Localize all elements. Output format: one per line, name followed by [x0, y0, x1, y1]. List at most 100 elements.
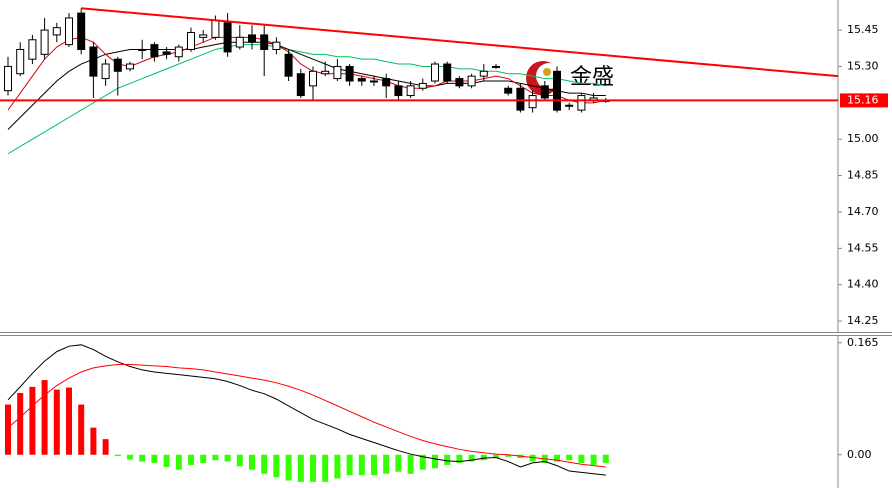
candle-body: [113, 58, 122, 72]
histogram-bar: [590, 454, 597, 465]
y-tick-label: 14.85: [847, 169, 879, 182]
logo-dot: [543, 68, 551, 76]
candle-body: [382, 78, 391, 87]
candle-body: [479, 70, 488, 77]
trendline: [81, 7, 839, 78]
candle-body: [540, 85, 549, 99]
histogram-bar: [127, 454, 133, 460]
histogram-bar: [444, 454, 451, 465]
histogram-bar: [456, 454, 463, 463]
candle-body: [89, 46, 98, 77]
candle-body: [284, 53, 293, 77]
candle-body: [418, 82, 427, 89]
y-tick-label: 14.70: [847, 205, 879, 218]
candle-body: [553, 70, 561, 111]
candle-body: [28, 39, 37, 60]
histogram-bar: [114, 454, 121, 457]
y-tick-label: 14.25: [847, 314, 879, 327]
y-tick-label: 15.00: [847, 132, 879, 145]
y-tick-label: 0.165: [847, 336, 879, 349]
y-tick-label: 14.55: [847, 241, 879, 254]
histogram-bar: [493, 454, 499, 459]
candle-body: [126, 63, 134, 70]
logo: 金盛: [526, 61, 614, 95]
histogram-bar: [322, 454, 329, 482]
y-tick-label: 14.40: [847, 278, 879, 291]
candle-body: [77, 12, 86, 50]
candle-body: [504, 87, 513, 94]
histogram-bar: [383, 454, 390, 474]
candle-body: [211, 19, 220, 38]
histogram-bar: [5, 404, 11, 455]
candle-body: [431, 63, 439, 82]
histogram-bar: [395, 454, 402, 472]
indicator-line: [7, 41, 606, 130]
histogram-bar: [66, 387, 72, 455]
candle-body: [260, 34, 269, 50]
y-tick-label: 0.00: [847, 448, 872, 461]
histogram-bar: [419, 454, 426, 470]
histogram-bar: [358, 454, 365, 476]
candle-body: [187, 31, 195, 50]
candle-body: [248, 34, 256, 43]
histogram-bar: [578, 454, 585, 463]
candle-body: [309, 70, 317, 87]
candle-body: [40, 29, 49, 55]
candle-body: [16, 48, 25, 75]
histogram-bar: [346, 454, 353, 476]
histogram-bar: [480, 454, 487, 461]
price-label-bg: [840, 93, 888, 108]
histogram-bar: [273, 454, 280, 478]
histogram-bar: [432, 454, 438, 469]
indicator-line: [7, 36, 606, 111]
indicator-line: [7, 44, 606, 155]
histogram-bar: [17, 393, 24, 455]
candle-body: [296, 73, 305, 97]
indicator-line: [7, 364, 606, 468]
candle-body: [65, 17, 73, 46]
candle-body: [577, 95, 586, 111]
histogram-bar: [236, 454, 243, 467]
histogram-bar: [529, 454, 536, 462]
histogram-bar: [566, 454, 573, 461]
histogram-bar: [371, 454, 377, 476]
histogram-bar: [29, 386, 36, 455]
candle-body: [52, 27, 61, 36]
candle-body: [162, 51, 171, 55]
candle-body: [223, 22, 232, 53]
candle-body: [235, 36, 244, 48]
candle-body: [333, 65, 342, 80]
candle-body: [357, 78, 366, 82]
candle-body: [138, 48, 147, 51]
candle-body: [516, 87, 525, 111]
candle-body: [321, 70, 330, 75]
candle-body: [199, 34, 208, 38]
histogram-bar: [554, 454, 560, 462]
histogram-bar: [188, 454, 194, 465]
indicator-line: [7, 344, 606, 476]
histogram-bar: [41, 380, 48, 455]
candle-body: [467, 75, 476, 87]
histogram-bar: [212, 454, 219, 461]
histogram-bar: [102, 439, 109, 455]
histogram-bar: [249, 454, 255, 470]
price-label: 15.16: [847, 93, 879, 106]
histogram-bar: [224, 454, 231, 462]
histogram-bar: [90, 427, 97, 455]
candle-body: [455, 78, 464, 87]
histogram-bar: [602, 454, 609, 463]
candle-body: [345, 65, 354, 82]
histogram-bar: [285, 454, 292, 481]
candle-body: [272, 41, 281, 50]
candle-body: [406, 85, 415, 97]
histogram-bar: [407, 454, 414, 474]
histogram-bar: [334, 454, 341, 479]
candle-body: [174, 46, 183, 58]
candle-body: [443, 63, 452, 82]
histogram-bar: [175, 454, 182, 470]
candle-body: [565, 104, 574, 107]
histogram-bar: [310, 454, 316, 482]
histogram-bar: [468, 454, 475, 462]
histogram-bar: [151, 454, 158, 463]
